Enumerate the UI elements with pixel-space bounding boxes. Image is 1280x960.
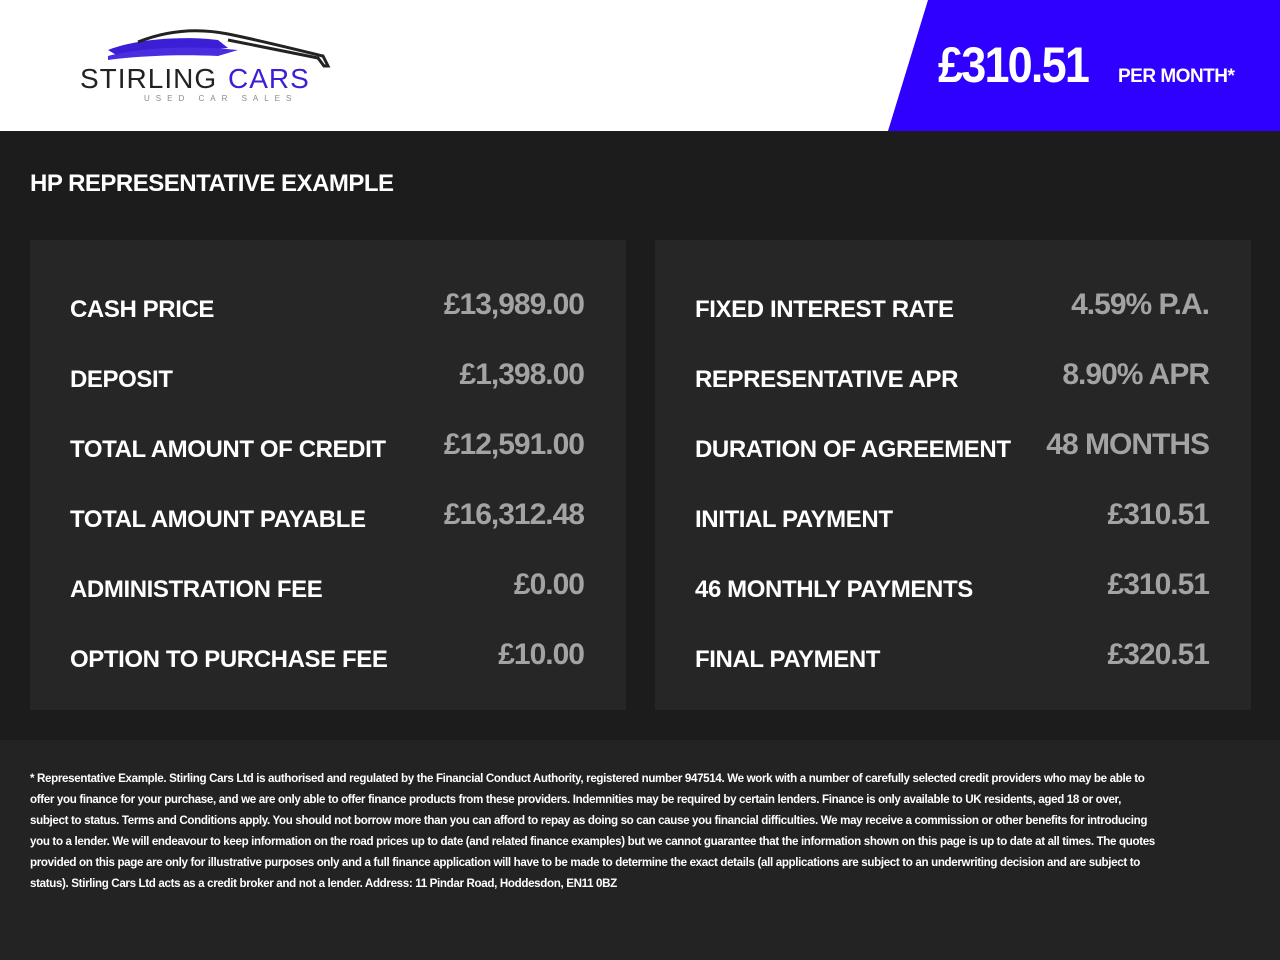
finance-value: £310.51 (1107, 498, 1210, 531)
finance-row: OPTION TO PURCHASE FEE £10.00 (70, 638, 585, 678)
finance-row: 46 MONTHLY PAYMENTS £310.51 (695, 568, 1210, 608)
footer: * Representative Example. Stirling Cars … (0, 740, 1280, 960)
finance-value: £320.51 (1107, 638, 1210, 671)
header: STIRLING CARS USED CAR SALES £310.51 PER… (0, 0, 1280, 131)
finance-label: ADMINISTRATION FEE (70, 576, 323, 603)
monthly-price-banner: £310.51 PER MONTH* (888, 0, 1280, 131)
finance-label: DEPOSIT (70, 366, 173, 393)
finance-label: CASH PRICE (70, 296, 215, 323)
finance-row: TOTAL AMOUNT PAYABLE £16,312.48 (70, 498, 585, 538)
finance-row: REPRESENTATIVE APR 8.90% APR (695, 358, 1210, 398)
finance-row: INITIAL PAYMENT £310.51 (695, 498, 1210, 538)
finance-value: £10.00 (498, 638, 585, 671)
svg-text:CARS: CARS (228, 63, 310, 94)
finance-row: DURATION OF AGREEMENT 48 MONTHS (695, 428, 1210, 468)
finance-value: £310.51 (1107, 568, 1210, 601)
finance-value: £13,989.00 (443, 288, 585, 321)
monthly-price: £310.51 (938, 37, 1090, 93)
svg-text:STIRLING: STIRLING (80, 63, 217, 94)
finance-value: £1,398.00 (459, 358, 585, 391)
finance-label: INITIAL PAYMENT (695, 506, 893, 533)
finance-label: FINAL PAYMENT (695, 646, 881, 673)
disclaimer-text: * Representative Example. Stirling Cars … (30, 772, 1155, 890)
finance-label: FIXED INTEREST RATE (695, 296, 954, 323)
finance-panel-left: CASH PRICE £13,989.00 DEPOSIT £1,398.00 TOTA… (30, 240, 626, 710)
finance-row: ADMINISTRATION FEE £0.00 (70, 568, 585, 608)
finance-row: TOTAL AMOUNT OF CREDIT £12,591.00 (70, 428, 585, 468)
finance-row: FINAL PAYMENT £320.51 (695, 638, 1210, 678)
finance-row: CASH PRICE £13,989.00 (70, 288, 585, 328)
finance-row: FIXED INTEREST RATE 4.59% P.A. (695, 288, 1210, 328)
finance-label: DURATION OF AGREEMENT (695, 436, 1011, 463)
finance-row: DEPOSIT £1,398.00 (70, 358, 585, 398)
stirling-cars-logo: STIRLING CARS USED CAR SALES (80, 29, 331, 103)
finance-label: 46 MONTHLY PAYMENTS (695, 576, 973, 603)
section-title: HP REPRESENTATIVE EXAMPLE (30, 170, 394, 197)
finance-label: TOTAL AMOUNT PAYABLE (70, 506, 366, 533)
finance-value: 4.59% P.A. (1071, 288, 1210, 321)
finance-value: 48 MONTHS (1046, 428, 1210, 461)
svg-text:USED CAR SALES: USED CAR SALES (144, 94, 297, 103)
finance-value: £16,312.48 (443, 498, 585, 531)
finance-label: OPTION TO PURCHASE FEE (70, 646, 388, 673)
per-month-label: PER MONTH* (1118, 66, 1235, 87)
finance-label: REPRESENTATIVE APR (695, 366, 959, 393)
finance-value: 8.90% APR (1062, 358, 1210, 391)
finance-value: £0.00 (513, 568, 585, 601)
finance-label: TOTAL AMOUNT OF CREDIT (70, 436, 386, 463)
finance-panel-right: FIXED INTEREST RATE 4.59% P.A. REPRESENTAT… (655, 240, 1251, 710)
finance-value: £12,591.00 (443, 428, 585, 461)
